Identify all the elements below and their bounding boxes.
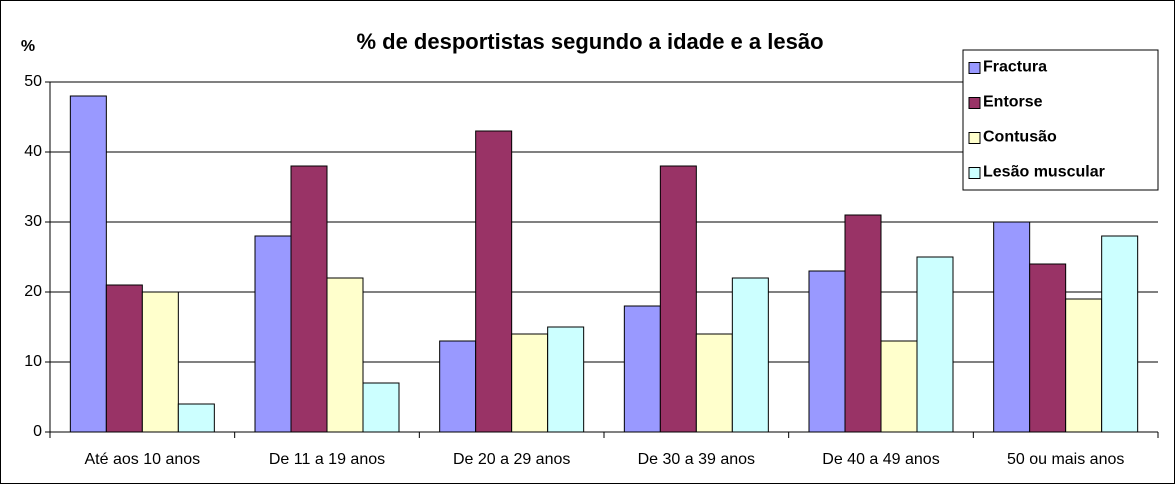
bar [142, 292, 178, 432]
bar [327, 278, 363, 432]
legend-swatch [969, 133, 980, 144]
legend-label: Contusão [983, 129, 1057, 146]
bar [1030, 264, 1066, 432]
bar [624, 306, 660, 432]
legend-swatch [969, 168, 980, 179]
legend-label: Lesão muscular [983, 164, 1105, 181]
legend-label: Entorse [983, 94, 1043, 111]
y-tick-label: 0 [33, 423, 42, 440]
x-tick-label: Até aos 10 anos [85, 451, 201, 468]
bar [548, 327, 584, 432]
chart-title: % de desportistas segundo a idade e a le… [356, 29, 823, 54]
bar [106, 285, 142, 432]
bar [1102, 236, 1138, 432]
bar [363, 383, 399, 432]
bar [845, 215, 881, 432]
bar [255, 236, 291, 432]
legend-swatch [969, 63, 980, 74]
bar [809, 271, 845, 432]
x-tick-label: De 30 a 39 anos [638, 451, 755, 468]
legend-label: Fractura [983, 59, 1047, 76]
y-tick-label: 20 [24, 283, 42, 300]
x-tick-label: 50 ou mais anos [1007, 451, 1124, 468]
bar [732, 278, 768, 432]
x-tick-label: De 40 a 49 anos [822, 451, 939, 468]
y-tick-label: 50 [24, 73, 42, 90]
y-tick-label: 30 [24, 213, 42, 230]
bar [440, 341, 476, 432]
bar [476, 131, 512, 432]
bar [994, 222, 1030, 432]
bar [70, 96, 106, 432]
bar [291, 166, 327, 432]
bar [696, 334, 732, 432]
x-tick-label: De 20 a 29 anos [453, 451, 570, 468]
bar [917, 257, 953, 432]
bar [512, 334, 548, 432]
x-tick-label: De 11 a 19 anos [269, 451, 385, 468]
legend-swatch [969, 98, 980, 109]
y-axis-label: % [21, 38, 35, 55]
bar [1066, 299, 1102, 432]
y-tick-label: 10 [24, 353, 42, 370]
chart: % de desportistas segundo a idade e a le… [0, 0, 1175, 484]
y-tick-label: 40 [24, 143, 42, 160]
bar [178, 404, 214, 432]
bar [660, 166, 696, 432]
bar [881, 341, 917, 432]
